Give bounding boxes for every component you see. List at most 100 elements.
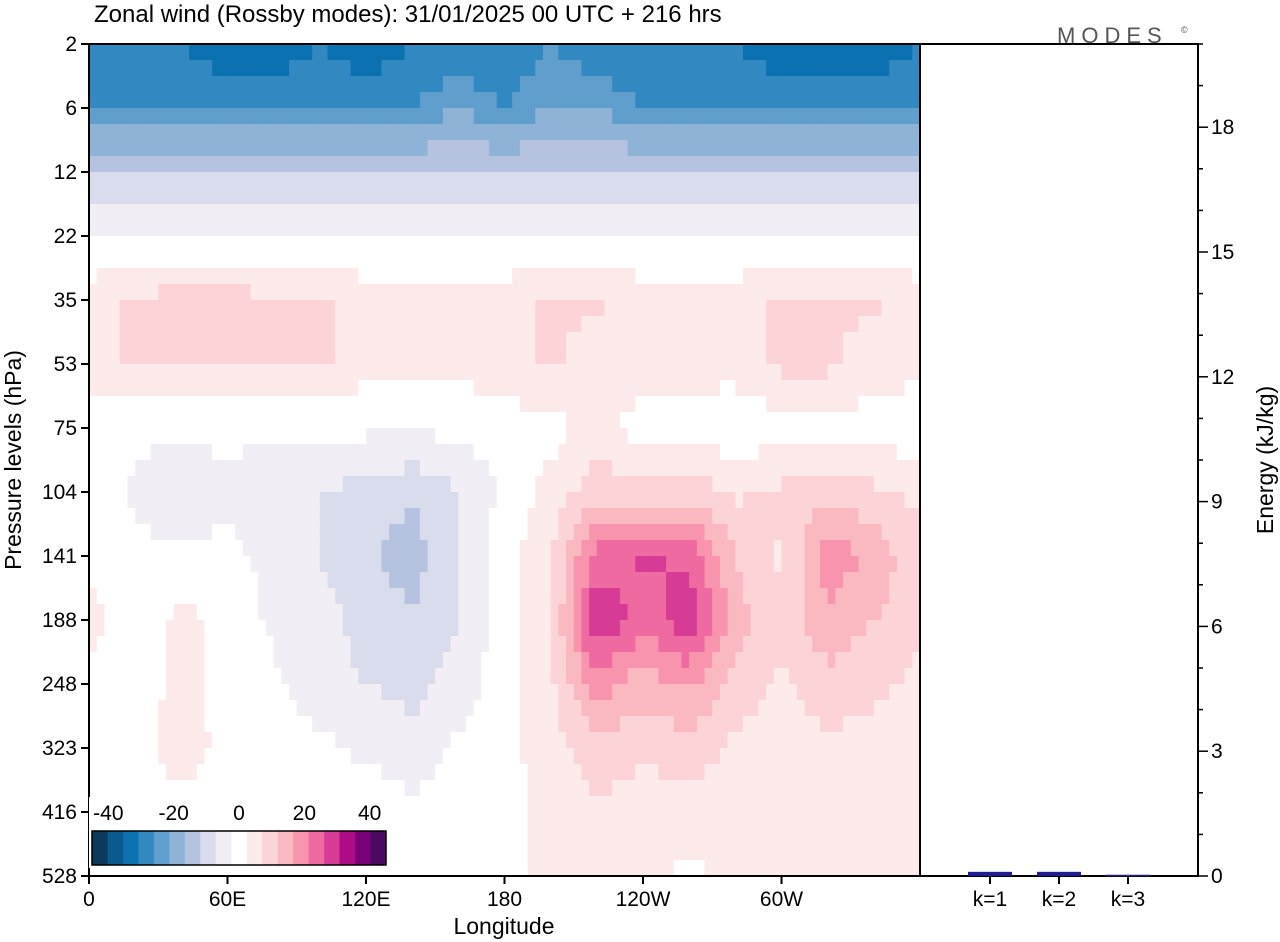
heatmap-cell [858,364,867,381]
heatmap-cell [750,396,760,413]
heatmap-cell [881,108,890,125]
heatmap-cell [535,652,544,669]
heatmap-cell [289,460,298,477]
heatmap-cell [165,236,175,253]
heatmap-cell [481,444,490,461]
heatmap-cell [442,124,452,141]
heatmap-cell [204,524,213,541]
heatmap-cell [650,540,659,557]
heatmap-cell [481,76,490,93]
heatmap-cell [366,668,375,685]
heatmap-cell [650,380,659,397]
heatmap-cell [835,412,844,429]
heatmap-cell [796,364,806,381]
heatmap-cell [135,188,144,205]
heatmap-cell [327,412,336,429]
heatmap-cell [104,780,113,797]
heatmap-cell [566,476,575,493]
heatmap-cell [327,748,336,765]
heatmap-cell [635,540,644,557]
heatmap-cell [442,748,452,765]
heatmap-cell [189,172,198,189]
heatmap-cell [627,524,636,541]
heatmap-cell [535,300,544,317]
heatmap-cell [596,460,606,477]
heatmap-cell [535,60,544,77]
heatmap-cell [596,380,606,397]
heatmap-cell [912,348,920,365]
heatmap-cell [658,540,667,557]
heatmap-cell [304,748,313,765]
heatmap-cell [612,460,621,477]
heatmap-cell [527,428,536,445]
heatmap-cell [150,668,159,685]
heatmap-cell [412,556,421,573]
heatmap-cell [866,732,875,749]
heatmap-cell [696,316,706,333]
heatmap-cell [181,636,190,653]
heatmap-cell [412,236,421,253]
heatmap-cell [265,332,275,349]
heatmap-cell [635,348,644,365]
heatmap-cell [889,60,898,77]
heatmap-cell [489,764,498,781]
heatmap-cell [473,364,483,381]
heatmap-cell [658,348,667,365]
heatmap-cell [904,476,913,493]
heatmap-cell [389,540,398,557]
heatmap-cell [296,252,306,269]
heatmap-cell [473,604,483,621]
heatmap-cell [850,684,860,701]
heatmap-cell [566,332,575,349]
heatmap-cell [235,492,244,509]
heatmap-cell [442,524,452,541]
heatmap-cell [242,444,252,461]
heatmap-cell [289,316,298,333]
heatmap-cell [627,364,636,381]
heatmap-cell [473,124,483,141]
heatmap-cell [696,540,706,557]
heatmap-cell [850,332,860,349]
heatmap-cell [219,108,229,125]
heatmap-cell [689,172,698,189]
heatmap-cell [527,556,536,573]
heatmap-cell [812,540,821,557]
heatmap-cell [219,220,229,237]
heatmap-cell [442,204,452,221]
heatmap-cell [227,76,236,93]
heatmap-cell [843,524,852,541]
heatmap-cell [181,92,190,109]
heatmap-cell [242,140,252,157]
heatmap-cell [696,204,706,221]
heatmap-cell [496,508,506,525]
heatmap-cell [242,508,252,525]
heatmap-cell [789,444,798,461]
heatmap-cell [473,620,483,637]
heatmap-cell [666,172,675,189]
heatmap-cell [381,444,390,461]
heatmap-cell [789,156,798,173]
heatmap-cell [412,604,421,621]
heatmap-cell [212,396,221,413]
heatmap-cell [366,732,375,749]
heatmap-cell [619,588,629,605]
heatmap-cell [173,252,182,269]
heatmap-cell [89,268,98,285]
heatmap-cell [719,76,729,93]
heatmap-cell [558,188,567,205]
heatmap-cell [566,460,575,477]
heatmap-cell [435,556,444,573]
heatmap-cell [350,636,359,653]
heatmap-cell [396,284,406,301]
heatmap-cell [812,444,821,461]
heatmap-cell [566,572,575,589]
heatmap-cell [104,332,113,349]
heatmap-cell [327,428,336,445]
heatmap-cell [258,620,267,637]
heatmap-cell [766,460,775,477]
heatmap-cell [265,252,275,269]
heatmap-cell [296,332,306,349]
heatmap-cell [281,92,290,109]
heatmap-cell [512,348,521,365]
heatmap-cell [504,284,513,301]
